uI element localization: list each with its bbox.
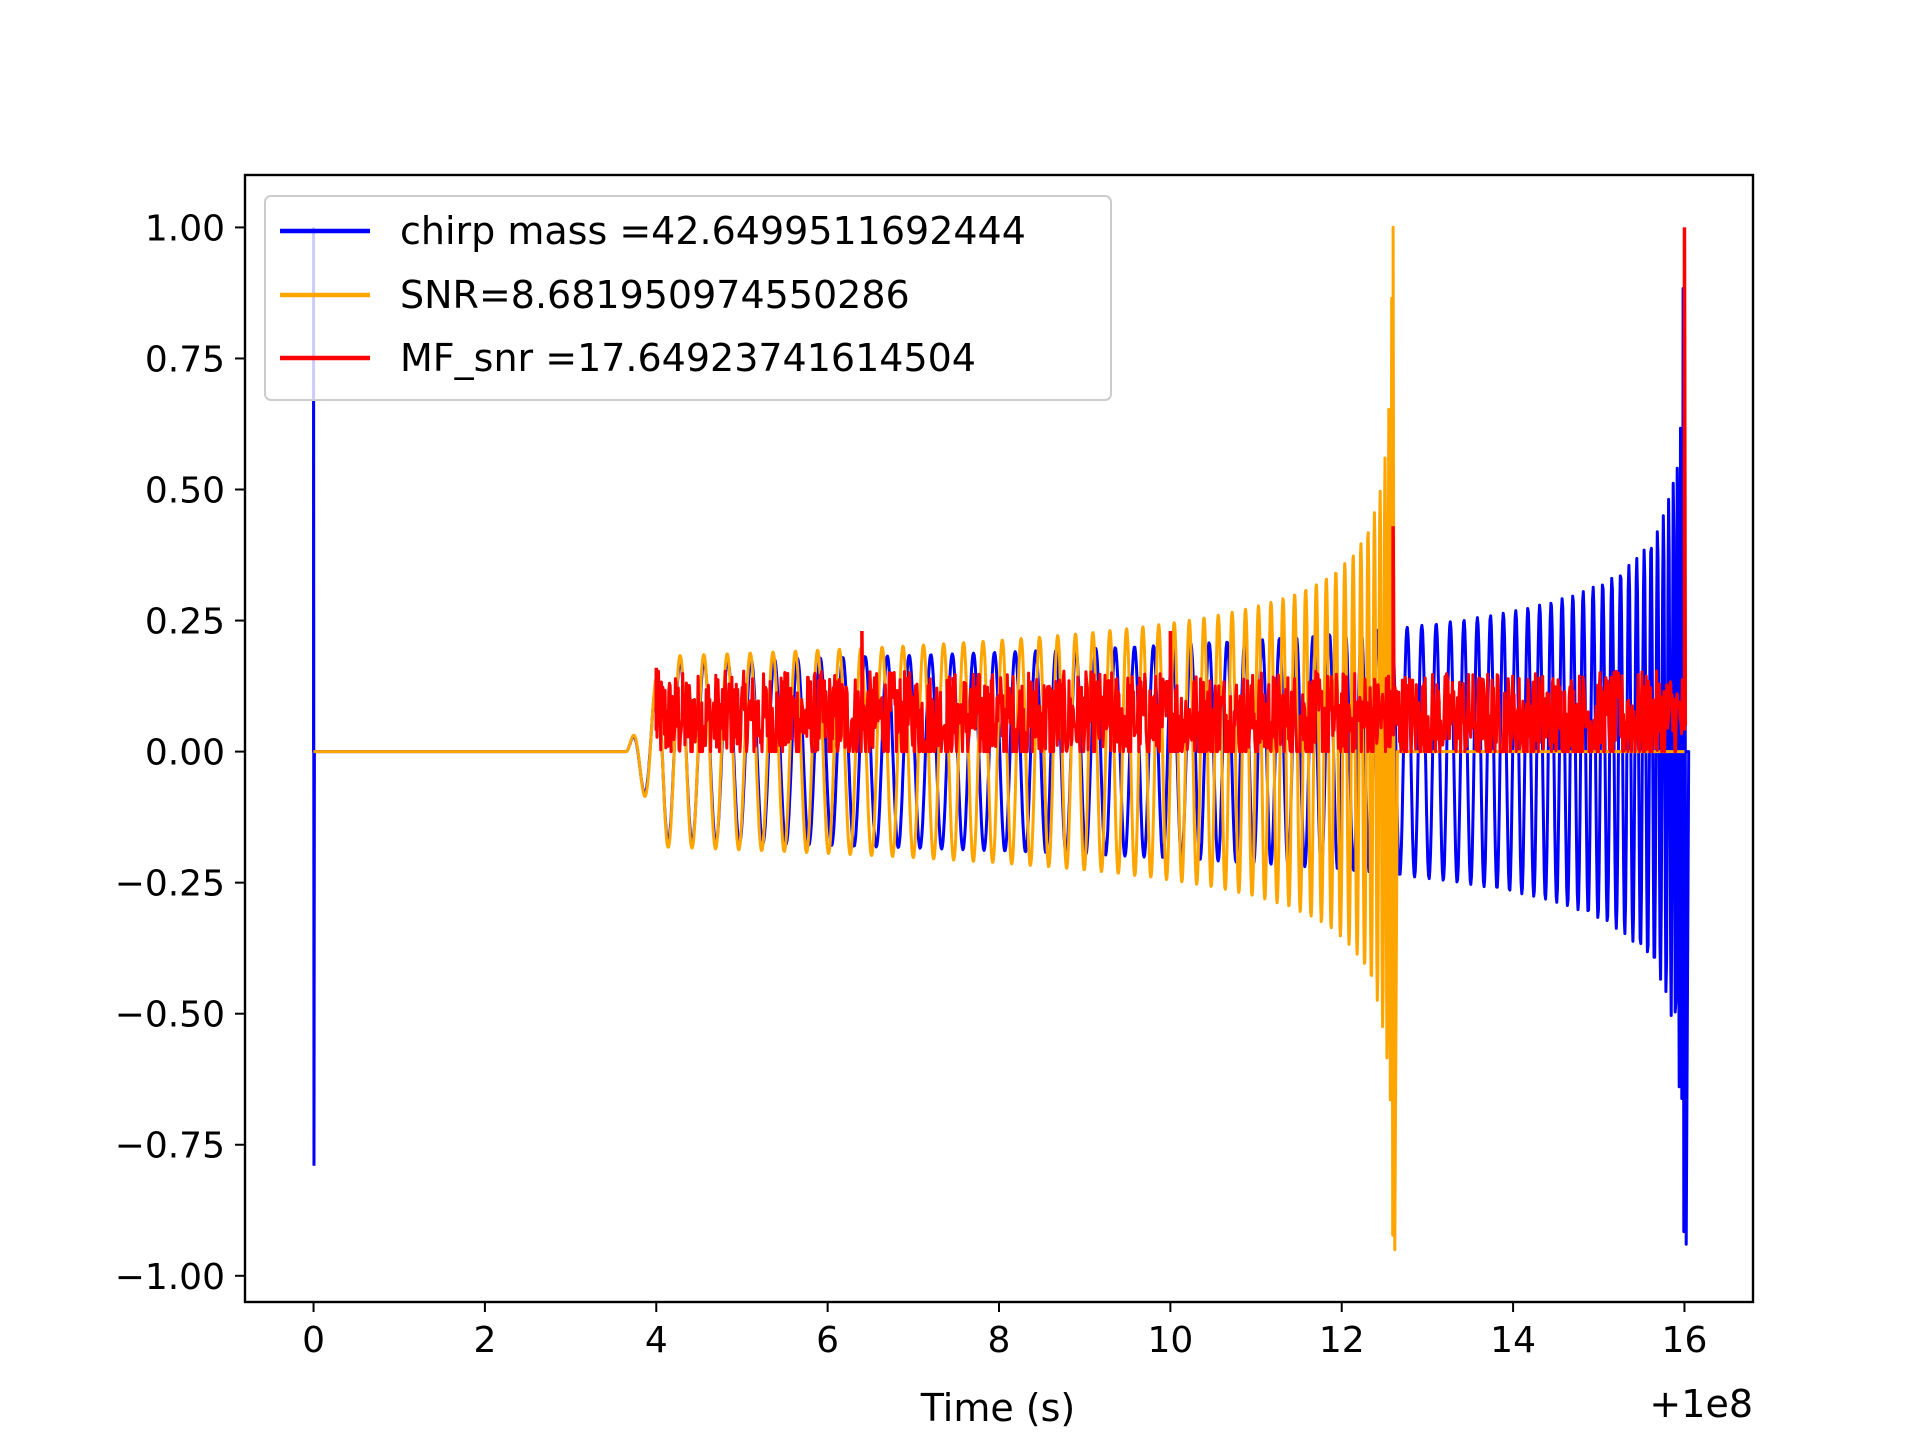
series-layer	[312, 225, 1691, 1252]
x-tick-label: 2	[473, 1320, 496, 1361]
series-spike-mf-snr	[654, 667, 659, 731]
x-tick-label: 16	[1662, 1320, 1708, 1361]
series-line-mf-snr	[654, 669, 1686, 754]
legend-label-chirp-mass: chirp mass =42.6499511692444	[400, 209, 1026, 253]
y-tick-label: 1.00	[145, 208, 225, 249]
series-spike-mf-snr	[1168, 631, 1173, 731]
x-tick-label: 10	[1147, 1320, 1193, 1361]
legend-label-mf-snr: MF_snr =17.64923741614504	[400, 336, 976, 380]
legend-box	[264, 195, 1112, 401]
y-tick-label: 0.50	[145, 471, 225, 512]
y-axis: 1.00 0.75 0.50 0.25 0.00 −0.25 −0.50 −0.75 −1.00	[115, 208, 245, 1298]
x-offset-label: +1e8	[1649, 1382, 1753, 1426]
legend: chirp mass =42.6499511692444 SNR=8.68195…	[264, 195, 1112, 401]
series-spike-mf-snr	[1391, 526, 1396, 731]
y-tick-label: −0.25	[115, 864, 225, 905]
x-tick-label: 4	[645, 1320, 668, 1361]
x-tick-label: 8	[988, 1320, 1011, 1361]
series-spike-mf-snr	[860, 631, 865, 731]
x-tick-label: 0	[302, 1320, 325, 1361]
y-tick-label: −1.00	[115, 1257, 225, 1298]
x-axis: 0 2 4 6 8 10 12 14 16	[302, 1302, 1707, 1361]
series-spike-chirp-mass	[312, 227, 316, 1166]
y-tick-label: −0.50	[115, 995, 225, 1036]
x-tick-label: 6	[816, 1320, 839, 1361]
y-tick-label: 0.25	[145, 602, 225, 643]
x-axis-label: Time (s)	[920, 1386, 1076, 1430]
legend-label-snr: SNR=8.681950974550286	[400, 273, 910, 317]
y-tick-label: 0.75	[145, 339, 225, 380]
series-spike-mf-snr	[1682, 227, 1688, 731]
y-tick-label: −0.75	[115, 1126, 225, 1167]
x-tick-label: 12	[1319, 1320, 1365, 1361]
x-tick-label: 14	[1490, 1320, 1536, 1361]
y-tick-label: 0.00	[145, 733, 225, 774]
